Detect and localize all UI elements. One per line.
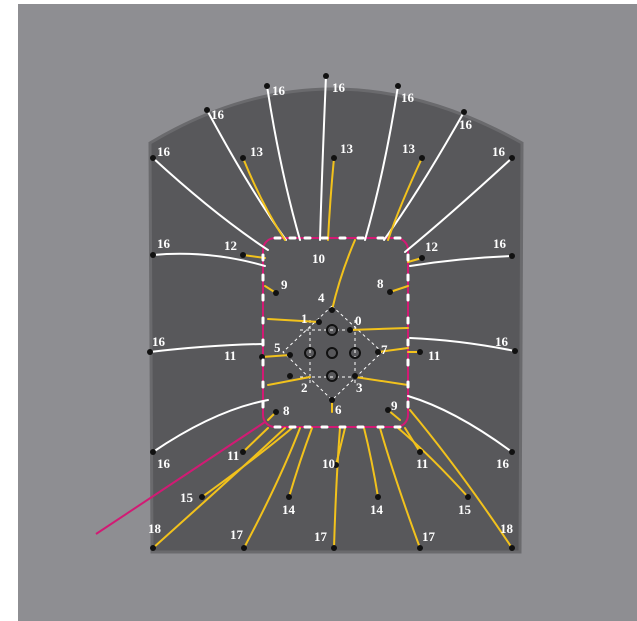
label-pin-16-c: 16	[401, 90, 415, 105]
core-holes	[304, 324, 361, 382]
chip-frame	[262, 237, 409, 428]
label-pin-8-top: 8	[377, 276, 384, 291]
label-pin-11-right: 11	[428, 348, 440, 363]
label-pin-10-top: 10	[312, 251, 325, 266]
label-pin-16-i: 16	[493, 236, 507, 251]
label-pin-13-left: 13	[250, 144, 264, 159]
label-pin-16-e: 16	[459, 117, 473, 132]
leader-line	[95, 421, 266, 535]
yellow-wires	[152, 157, 513, 549]
label-pin-11-left: 11	[224, 348, 236, 363]
label-pin-14-right: 14	[370, 502, 384, 517]
label-pin-16-a: 16	[272, 83, 286, 98]
label-pin-15-right: 15	[458, 502, 472, 517]
label-pin-17-c: 17	[422, 529, 436, 544]
frame-pads	[261, 236, 410, 429]
label-pin-16-f: 16	[157, 144, 171, 159]
label-pin-18-left: 18	[148, 521, 162, 536]
label-pin-10-bottom: 10	[322, 456, 335, 471]
label-pin-16-h: 16	[157, 236, 171, 251]
label-pin-1: 1	[301, 311, 308, 326]
label-pin-16-m: 16	[496, 456, 510, 471]
label-pin-5: 5	[274, 340, 281, 355]
label-pin-6: 6	[335, 402, 342, 417]
label-pin-2: 2	[301, 380, 308, 395]
label-pin-16-g: 16	[492, 144, 506, 159]
label-pin-16-j: 16	[152, 334, 166, 349]
label-pin-4: 4	[318, 290, 325, 305]
label-pin-17-b: 17	[314, 529, 328, 544]
label-pin-17-a: 17	[230, 527, 244, 542]
label-pin-9-top: 9	[281, 277, 288, 292]
label-pin-3: 3	[356, 380, 363, 395]
pin-labels: 0 1 2 3 4 5 6 7 8 8 9 9 10 10 11 11 11 1…	[148, 80, 514, 544]
label-pin-16-l: 16	[157, 456, 171, 471]
label-pin-12-left: 12	[224, 238, 237, 253]
label-pin-11-br: 11	[416, 456, 428, 471]
label-pin-9-bottom: 9	[391, 398, 398, 413]
label-pin-15-left: 15	[180, 490, 194, 505]
white-wires	[149, 75, 516, 453]
label-pin-16-d: 16	[211, 107, 225, 122]
label-pin-18-right: 18	[500, 521, 514, 536]
label-pin-12-right: 12	[425, 239, 438, 254]
label-pin-11-bl: 11	[227, 448, 239, 463]
terminals	[147, 73, 518, 551]
label-pin-16-k: 16	[495, 334, 509, 349]
label-pin-14-left: 14	[282, 502, 296, 517]
label-pin-7: 7	[381, 342, 388, 357]
label-pin-13-right: 13	[402, 141, 416, 156]
label-pin-8-bottom: 8	[283, 403, 290, 418]
label-pin-0: 0	[355, 313, 362, 328]
label-pin-13-mid: 13	[340, 141, 354, 156]
label-pin-16-b: 16	[332, 80, 346, 95]
